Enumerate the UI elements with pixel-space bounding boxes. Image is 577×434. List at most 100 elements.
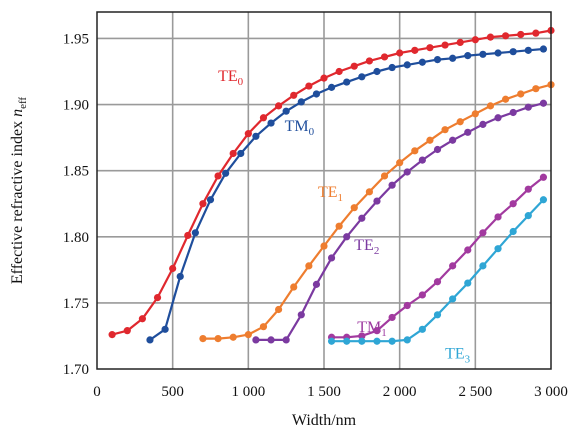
data-point [373,197,381,205]
x-tick-label: 500 [161,384,184,400]
x-axis-ticks: 0 500 1 000 1 500 2 000 2 500 3 000 [93,384,568,400]
data-point [358,332,366,340]
data-point [517,90,525,98]
data-point [464,52,472,60]
data-point [327,254,336,262]
data-point [403,336,411,344]
series-layer [108,26,555,345]
data-point [380,172,389,180]
series-line [111,29,552,336]
data-point [433,56,442,64]
data-point [464,279,472,287]
series-label: TE2 [354,237,379,257]
data-point [244,331,252,339]
series-te2 [252,99,548,344]
data-point [335,222,343,230]
data-point [388,63,396,72]
data-point [138,315,146,323]
y-axis-title-symbol: n [9,109,26,117]
y-tick-label: 1.90 [63,98,89,114]
data-point [502,95,510,103]
data-point [524,103,532,111]
data-point [290,283,298,291]
data-point [479,229,487,237]
data-point [282,107,290,115]
series-te3 [327,196,548,345]
data-point [327,83,336,91]
data-point [517,30,525,39]
data-point [146,336,154,344]
data-point [267,119,275,127]
series-label: TM1 [357,319,387,339]
data-point [388,313,396,322]
data-point [199,334,207,343]
x-tick-label: 1 000 [231,384,265,400]
data-point [471,110,479,118]
data-point [343,337,351,345]
data-point [403,168,411,176]
data-point [426,44,434,52]
data-point [297,311,305,319]
data-point [305,82,313,90]
data-point [524,212,532,220]
data-point [358,214,366,222]
data-point [335,67,343,76]
data-point [108,331,116,339]
data-point [373,337,381,345]
data-point [275,305,283,314]
data-point [350,204,358,212]
data-point [486,33,495,41]
data-point [471,36,479,44]
data-point [244,130,252,138]
data-point [411,147,419,155]
data-point [267,336,275,344]
data-point [365,188,373,196]
data-point [456,38,464,47]
data-point [373,327,381,335]
data-point [494,245,502,253]
data-point [123,327,131,335]
data-point [229,333,237,341]
series-label: TM0 [285,118,315,138]
data-point [396,159,404,167]
data-point [388,337,396,345]
data-point [449,54,457,62]
data-point [320,242,328,250]
data-point [449,136,457,144]
data-point [426,136,434,144]
data-point [358,337,366,345]
data-point [252,132,260,140]
data-point [206,196,215,204]
data-point [176,272,184,281]
data-point [433,278,442,286]
data-point [199,200,207,208]
data-point [365,57,373,65]
x-tick-label: 0 [93,384,101,400]
data-point [441,41,449,49]
data-point [380,53,389,61]
x-axis-title: Width/nm [292,412,357,429]
data-point [479,120,487,128]
data-point [184,231,192,240]
data-point [532,29,540,37]
series-line [202,83,552,340]
data-point [418,58,426,66]
series-te0 [108,26,555,339]
data-point [418,291,426,299]
data-point [222,169,230,177]
data-point [282,336,290,344]
series-te1 [199,81,555,343]
data-point [464,128,472,136]
data-point [411,46,419,54]
data-point [524,185,532,193]
series-label: TE3 [445,345,471,365]
data-point [259,114,268,122]
x-tick-label: 2 500 [458,384,492,400]
data-point [418,156,426,164]
data-point [388,181,396,189]
data-point [418,325,426,333]
data-point [433,145,442,154]
series-label: TE1 [318,184,343,204]
data-point [403,61,411,69]
